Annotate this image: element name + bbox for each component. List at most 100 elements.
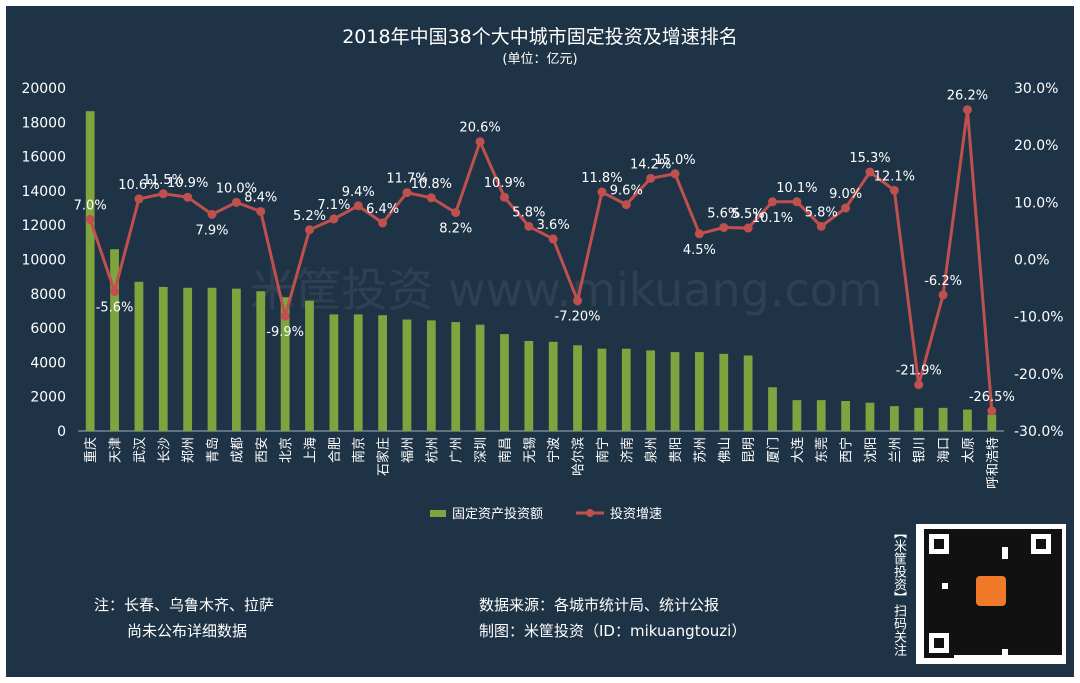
qr-module [1044,595,1050,601]
qr-module [990,637,996,643]
growth-point-太原 [962,105,972,115]
qr-module [1038,565,1044,571]
qr-module [990,649,996,655]
qr-module [1014,553,1020,559]
growth-point-佛山 [719,222,729,232]
qr-module [966,559,972,565]
growth-point-福州 [402,188,412,198]
note-line-1: 注：长春、乌鲁木齐、拉萨 [94,596,275,614]
qr-module [972,547,978,553]
qr-module [1014,541,1020,547]
x-tick-label: 武汉 [133,437,148,463]
qr-module [1050,649,1056,655]
growth-label: 11.8% [581,171,622,186]
y-right-tick-label: 10.0% [1014,195,1058,211]
growth-point-无锡 [524,221,534,231]
bar-东莞 [816,400,826,431]
qr-module [1002,637,1008,643]
qr-module [936,595,942,601]
qr-module [960,619,966,625]
qr-module [960,529,966,535]
qr-module [984,541,990,547]
qr-module [1008,559,1014,565]
qr-module [1020,625,1026,631]
qr-module [1020,577,1026,583]
qr-module [1020,547,1026,553]
growth-point-沈阳 [865,167,875,177]
legend-bar-label: 固定资产投资额 [452,506,543,522]
growth-point-南京 [353,201,363,211]
qr-module [942,577,948,583]
qr-module [966,631,972,637]
legend-bar-swatch [430,510,446,517]
qr-module [978,643,984,649]
x-tick-label: 南京 [351,437,367,463]
y-left-tick-label: 16000 [21,150,66,166]
qr-module [960,565,966,571]
qr-module [942,613,948,619]
qr-module [1038,643,1044,649]
qr-module [1026,631,1032,637]
qr-module [1008,553,1014,559]
qr-module [948,613,954,619]
growth-point-石家庄 [378,218,388,228]
x-tick-label: 天津 [109,437,124,463]
qr-module [972,535,978,541]
qr-module [1044,613,1050,619]
qr-finder-core [934,539,944,549]
qr-module [1044,649,1050,655]
bar-上海 [305,300,314,431]
qr-module [984,619,990,625]
qr-module [1014,631,1020,637]
growth-point-大连 [792,197,802,207]
bar-成都 [232,288,241,431]
qr-module [978,619,984,625]
qr-module [954,595,960,601]
qr-module [960,649,966,655]
bar-贵阳 [670,352,680,431]
qr-module [1044,589,1050,595]
qr-module [978,613,984,619]
qr-module [954,625,960,631]
growth-label: 10.9% [167,176,208,191]
qr-module [1032,637,1038,643]
qr-caption: 【米筐投资】扫码关注 [891,526,906,656]
qr-module [1044,607,1050,613]
qr-module [1038,583,1044,589]
qr-module [978,529,984,535]
qr-module [996,625,1002,631]
x-tick-label: 青岛 [205,437,221,463]
qr-module [924,583,930,589]
qr-module [1020,613,1026,619]
growth-label: 5.8% [805,205,838,220]
qr-module [1038,625,1044,631]
qr-module [954,529,960,535]
qr-code[interactable] [916,524,1066,664]
qr-module [960,637,966,643]
qr-module [996,643,1002,649]
x-tick-label: 贵阳 [669,437,684,463]
growth-label: 14.2% [630,157,671,172]
y-right-tick-label: 20.0% [1014,138,1058,154]
note-missing-cities: 注：长春、乌鲁木齐、拉萨 尚未公布详细数据 [94,592,274,644]
growth-label: 5.8% [512,205,545,220]
qr-module [1026,643,1032,649]
bar-天津 [110,249,119,431]
qr-module [1050,565,1056,571]
x-tick-label: 沈阳 [864,437,879,463]
qr-module [972,601,978,607]
growth-label: 10.1% [752,211,793,226]
qr-module [1020,529,1026,535]
qr-module [1032,595,1038,601]
qr-module [1008,613,1014,619]
x-tick-label: 成都 [230,437,245,463]
qr-module [1014,595,1020,601]
growth-label: 8.2% [439,222,472,237]
qr-module [984,643,990,649]
qr-module [960,631,966,637]
qr-module [990,529,996,535]
y-left-tick-label: 10000 [21,253,66,269]
growth-point-海口 [938,290,948,300]
growth-point-郑州 [183,192,193,202]
chart-credit: 制图：米筐投资（ID：mikuangtouzi） [479,622,747,640]
